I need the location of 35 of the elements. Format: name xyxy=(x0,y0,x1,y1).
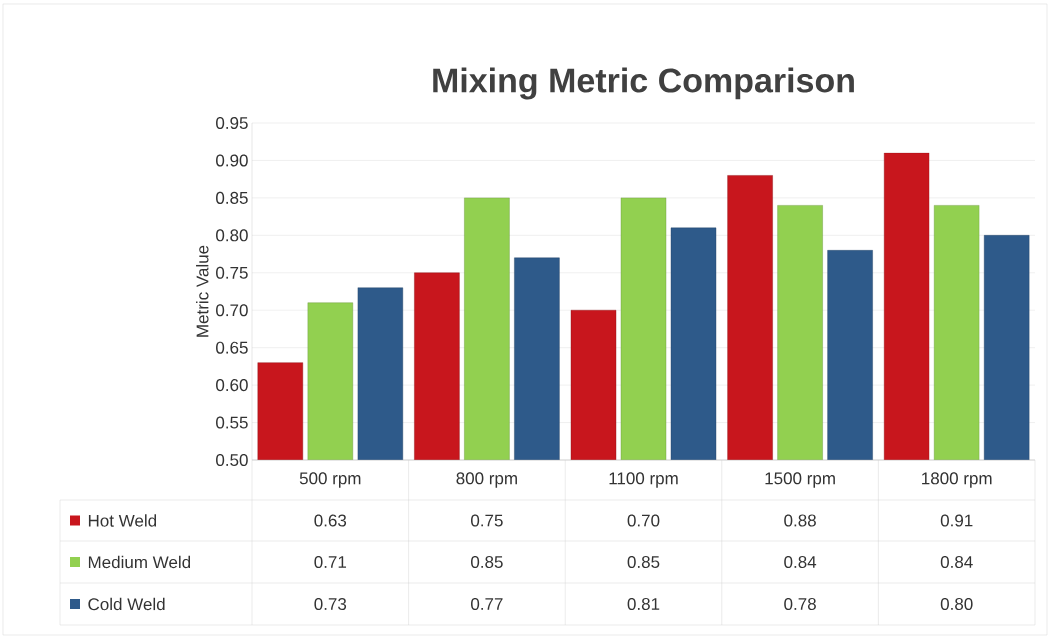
y-tick-label: 0.65 xyxy=(216,341,248,354)
y-tick-label: 0.95 xyxy=(216,116,248,130)
x-tick-label: 1500 rpm xyxy=(765,472,835,488)
data-label: 0.84 xyxy=(940,555,973,569)
y-tick-label: 0.75 xyxy=(216,266,248,279)
x-tick-label: 1800 rpm xyxy=(922,472,992,488)
data-label: 0.77 xyxy=(471,597,503,611)
y-tick-label: 0.50 xyxy=(216,453,248,467)
data-label: 0.91 xyxy=(940,514,973,527)
y-tick-label: 0.55 xyxy=(216,416,248,429)
legend-label: Hot Weld xyxy=(88,514,157,527)
legend-label: Cold Weld xyxy=(88,597,165,611)
chart-title: Mixing Metric Comparison xyxy=(433,67,854,100)
data-label: 0.88 xyxy=(784,514,816,527)
data-label: 0.71 xyxy=(314,555,347,569)
y-axis-title: Metric Value xyxy=(196,245,209,337)
data-label: 0.63 xyxy=(314,514,347,527)
y-tick-label: 0.80 xyxy=(216,229,248,242)
data-label: 0.70 xyxy=(627,514,660,527)
data-label: 0.85 xyxy=(627,555,660,569)
data-label: 0.80 xyxy=(940,597,973,611)
y-tick-label: 0.90 xyxy=(216,154,248,167)
legend-label: Medium Weld xyxy=(88,555,191,569)
data-label: 0.84 xyxy=(784,555,817,569)
data-label: 0.75 xyxy=(471,514,503,527)
y-tick-label: 0.85 xyxy=(216,191,248,204)
x-tick-label: 500 rpm xyxy=(299,472,361,488)
x-tick-label: 800 rpm xyxy=(456,472,517,488)
y-tick-label: 0.70 xyxy=(216,304,248,317)
y-tick-label: 0.60 xyxy=(216,379,248,392)
data-label: 0.81 xyxy=(627,597,660,611)
x-tick-label: 1100 rpm xyxy=(609,472,678,488)
data-label: 0.73 xyxy=(314,597,347,611)
data-label: 0.78 xyxy=(784,597,816,611)
data-label: 0.85 xyxy=(471,555,503,569)
